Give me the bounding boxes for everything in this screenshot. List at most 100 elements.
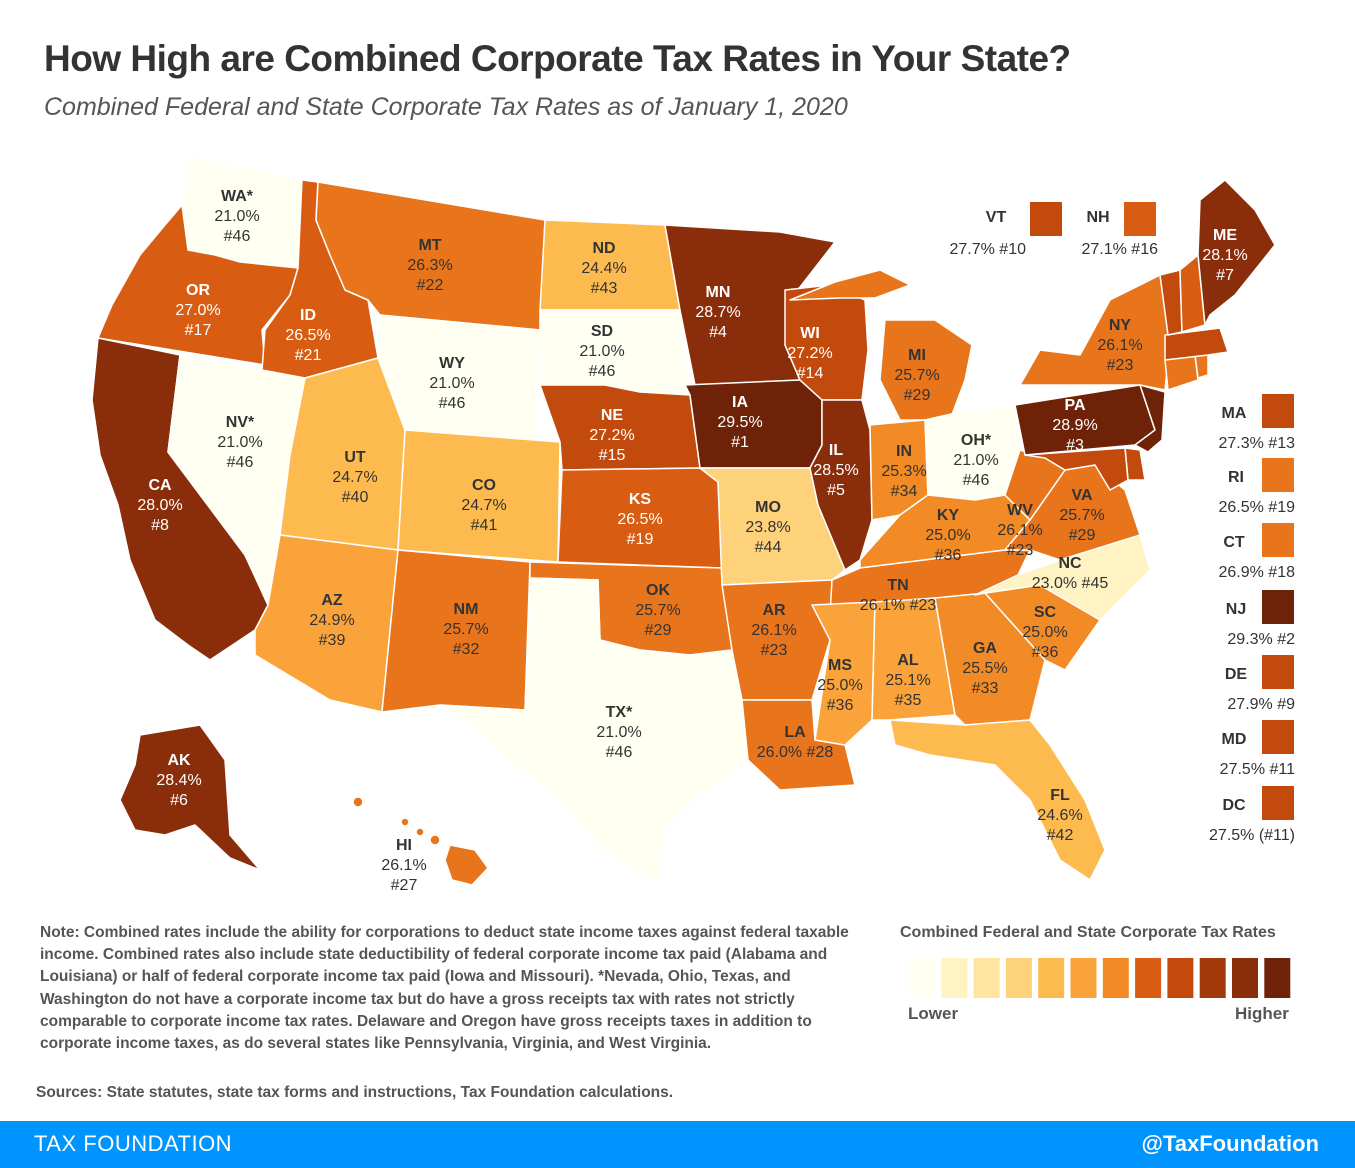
legend-swatch-11 [1232, 958, 1258, 998]
state-rate-in: 25.3% [881, 463, 926, 480]
state-rank-wv: #23 [1007, 542, 1034, 559]
footer-twitter-handle[interactable]: @TaxFoundation [1141, 1131, 1319, 1156]
state-rate-rank-nc: 23.0% #45 [1032, 575, 1109, 592]
state-rate-va: 25.7% [1059, 507, 1104, 524]
state-rank-tx: #46 [606, 744, 633, 761]
state-label-ny: NY [1109, 317, 1132, 334]
state-label-mi: MI [908, 347, 926, 364]
callout-label-de: DE [1225, 666, 1248, 683]
state-shape-ny [1019, 274, 1171, 391]
state-shape-nc [974, 534, 1151, 621]
state-rate-wy: 21.0% [429, 375, 474, 392]
state-rank-va: #29 [1069, 527, 1096, 544]
state-label-az: AZ [321, 592, 343, 609]
state-label-ut: UT [344, 449, 366, 466]
state-rank-ne: #15 [599, 447, 626, 464]
state-rate-ar: 26.1% [751, 622, 796, 639]
state-shape-tx [439, 577, 749, 886]
state-rate-id: 26.5% [285, 327, 330, 344]
state-rate-wv: 26.1% [997, 522, 1042, 539]
state-rank-al: #35 [895, 692, 922, 709]
state-rate-nv: 21.0% [217, 434, 262, 451]
state-rate-mo: 23.8% [745, 519, 790, 536]
page-title: How High are Combined Corporate Tax Rate… [44, 38, 1071, 79]
callout-swatch-dc [1262, 786, 1294, 820]
state-rank-sd: #46 [589, 363, 616, 380]
callout-rate-rank-ct: 26.9% #18 [1218, 564, 1295, 581]
state-rank-id: #21 [295, 347, 322, 364]
state-label-nd: ND [592, 240, 615, 257]
state-rate-il: 28.5% [813, 462, 858, 479]
state-label-wa: WA* [221, 188, 254, 205]
legend-swatch-9 [1167, 958, 1194, 998]
state-rank-ny: #23 [1107, 357, 1134, 374]
callout-rate-rank-vt: 27.7% #10 [949, 241, 1026, 258]
state-rank-il: #5 [827, 482, 845, 499]
state-rate-ky: 25.0% [925, 527, 970, 544]
callout-label-ri: RI [1228, 469, 1244, 486]
callout-label-nj: NJ [1226, 601, 1246, 618]
state-rank-nd: #43 [591, 280, 618, 297]
state-rank-or: #17 [185, 322, 212, 339]
state-rate-co: 24.7% [461, 497, 506, 514]
state-rate-oh: 21.0% [953, 452, 998, 469]
hawaii-island [415, 827, 425, 837]
state-label-nc: NC [1058, 555, 1082, 572]
state-rate-ks: 26.5% [617, 511, 662, 528]
state-label-ok: OK [646, 582, 670, 599]
state-label-la: LA [784, 724, 806, 741]
state-label-in: IN [896, 443, 912, 460]
state-rate-ut: 24.7% [332, 469, 377, 486]
legend-title: Combined Federal and State Corporate Tax… [900, 924, 1276, 941]
state-rank-ar: #23 [761, 642, 788, 659]
callout-label-md: MD [1222, 731, 1247, 748]
legend-swatch-6 [1070, 958, 1097, 998]
state-rank-wa: #46 [224, 228, 251, 245]
callout-rate-rank-nh: 27.1% #16 [1081, 241, 1158, 258]
state-rate-ne: 27.2% [589, 427, 634, 444]
callout-swatch-ma [1262, 394, 1294, 428]
callout-label-vt: VT [986, 209, 1007, 226]
state-label-ak: AK [167, 752, 191, 769]
state-rank-ca: #8 [151, 517, 169, 534]
state-rank-mt: #22 [417, 277, 444, 294]
state-rate-pa: 28.9% [1052, 417, 1097, 434]
callout-swatch-vt [1030, 202, 1062, 236]
legend-higher-label: Higher [1235, 1004, 1289, 1023]
state-rate-ia: 29.5% [717, 414, 762, 431]
callout-label-dc: DC [1222, 797, 1246, 814]
state-label-ga: GA [973, 640, 997, 657]
callout-swatch-ri [1262, 458, 1294, 492]
state-rank-me: #7 [1216, 267, 1234, 284]
state-rank-mo: #44 [755, 539, 782, 556]
state-shape-mi [879, 319, 973, 421]
callout-label-nh: NH [1086, 209, 1109, 226]
state-rank-az: #39 [319, 632, 346, 649]
state-shape-ma [1164, 327, 1229, 361]
state-rank-sc: #36 [1032, 644, 1059, 661]
state-label-va: VA [1071, 487, 1092, 504]
state-rate-nm: 25.7% [443, 621, 488, 638]
state-label-ne: NE [601, 407, 624, 424]
hawaii-island [400, 817, 410, 827]
footer-brand: TAX FOUNDATION [34, 1131, 233, 1156]
state-rank-ks: #19 [627, 531, 654, 548]
state-label-sd: SD [591, 323, 613, 340]
state-shape-hi [444, 844, 489, 886]
state-shape-co [397, 429, 561, 563]
state-label-ks: KS [629, 491, 652, 508]
state-label-or: OR [186, 282, 210, 299]
callout-rate-rank-ma: 27.3% #13 [1218, 435, 1295, 452]
state-shape-al [871, 597, 956, 721]
page-subtitle: Combined Federal and State Corporate Tax… [44, 93, 848, 121]
callout-rate-rank-nj: 29.3% #2 [1227, 631, 1295, 648]
state-label-tx: TX* [606, 704, 633, 721]
state-rank-wy: #46 [439, 395, 466, 412]
state-shape-mi_up [789, 269, 911, 301]
state-label-pa: PA [1064, 397, 1085, 414]
state-rate-wi: 27.2% [787, 345, 832, 362]
state-label-wy: WY [439, 355, 465, 372]
state-rate-ca: 28.0% [137, 497, 182, 514]
state-rank-co: #41 [471, 517, 498, 534]
state-label-ms: MS [828, 657, 852, 674]
